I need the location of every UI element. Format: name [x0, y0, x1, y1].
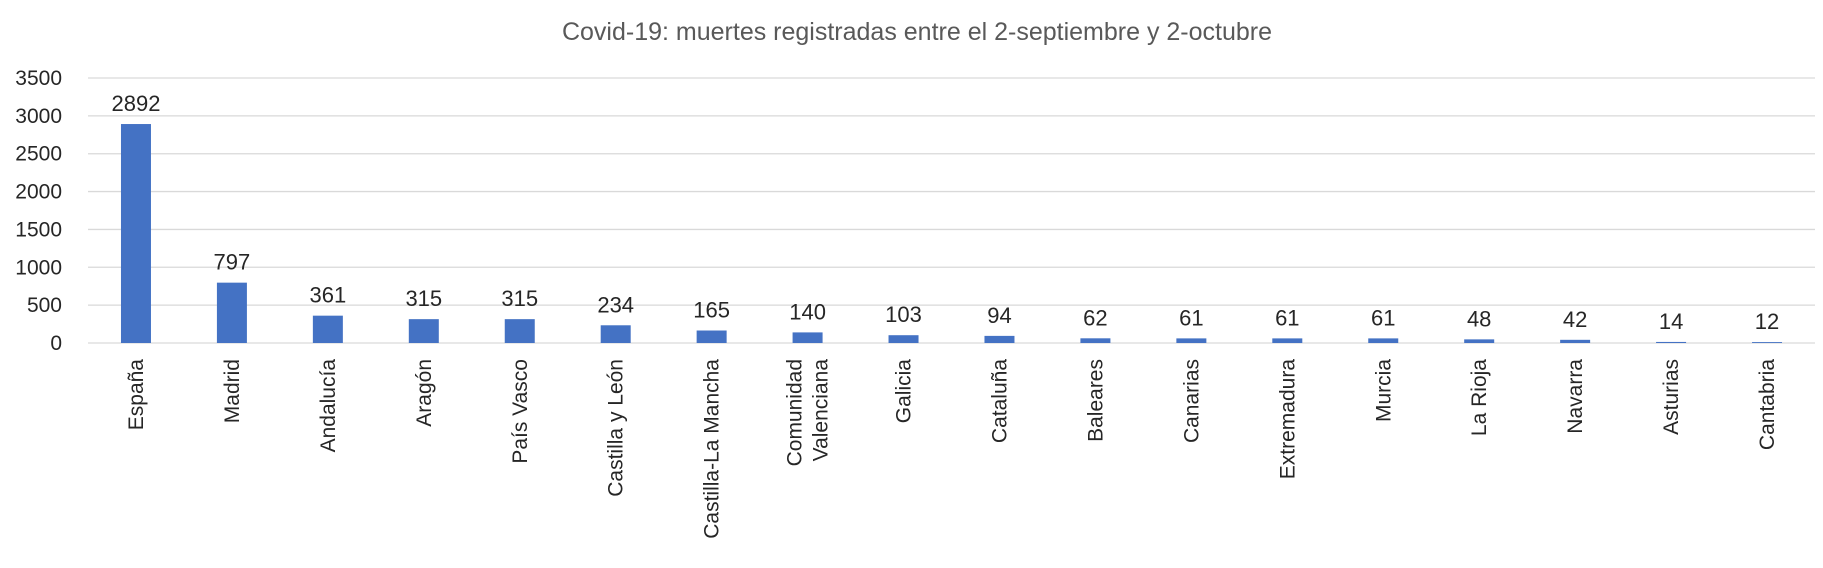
y-axis-ticks: 0 500 1000 1500 2000 2500 3000 3500: [15, 67, 62, 355]
x-tick-label: Canarias: [1180, 359, 1203, 443]
y-tick-label: 3000: [15, 105, 62, 128]
data-label: 2892: [111, 91, 160, 116]
x-tick-label: Cataluña: [988, 359, 1011, 443]
bar: [216, 282, 247, 343]
data-label: 48: [1467, 306, 1491, 331]
data-label: 12: [1755, 309, 1779, 334]
bar: [1464, 339, 1495, 343]
data-label: 62: [1083, 305, 1107, 330]
bars: [120, 124, 1783, 343]
data-label: 165: [693, 298, 730, 323]
x-tick-label: Castilla-La Mancha: [701, 359, 724, 539]
data-label: 315: [501, 286, 538, 311]
bar: [1560, 339, 1591, 343]
x-tick-label: Cantabria: [1756, 359, 1779, 450]
data-label: 61: [1275, 305, 1299, 330]
x-tick-label: Comunidad Valenciana: [784, 359, 833, 467]
bar: [600, 325, 631, 343]
y-tick-label: 2500: [15, 143, 62, 166]
data-labels: 2892 797 361 315 315 234 165 140 103 94 62 61 61 61 48…: [111, 91, 1779, 334]
x-tick-label: Murcia: [1372, 359, 1395, 422]
y-tick-label: 1000: [15, 256, 62, 279]
data-label: 61: [1371, 305, 1395, 330]
x-tick-label: Aragón: [413, 359, 436, 427]
bar: [1176, 338, 1207, 343]
bar: [120, 124, 151, 343]
data-label: 103: [885, 302, 922, 327]
bar: [792, 332, 823, 343]
bar: [1752, 342, 1783, 343]
y-tick-label: 1500: [15, 218, 62, 241]
x-tick-label: España: [125, 359, 148, 431]
x-tick-label: Asturias: [1660, 359, 1683, 435]
x-tick-label: Navarra: [1564, 359, 1587, 434]
x-tick-label: Galicia: [893, 359, 916, 424]
x-tick-label: Baleares: [1084, 359, 1107, 442]
data-label: 61: [1179, 305, 1203, 330]
chart-title: Covid-19: muertes registradas entre el 2…: [562, 18, 1272, 46]
y-tick-label: 0: [50, 332, 62, 355]
x-tick-label: La Rioja: [1468, 359, 1491, 436]
data-label: 94: [987, 303, 1011, 328]
bar: [1656, 341, 1687, 343]
x-tick-label: País Vasco: [509, 359, 532, 464]
bar: [312, 315, 343, 343]
bar: [408, 319, 439, 343]
data-label: 797: [214, 250, 251, 275]
data-label: 234: [597, 292, 634, 317]
bar: [696, 330, 727, 343]
x-tick-label: Andalucía: [317, 359, 340, 453]
data-label: 361: [310, 283, 347, 308]
y-tick-label: 500: [27, 294, 62, 317]
data-label: 14: [1659, 309, 1683, 334]
x-tick-label: Extremadura: [1276, 359, 1299, 480]
bar: [1368, 338, 1399, 343]
bar: [888, 335, 919, 343]
y-tick-label: 3500: [15, 67, 62, 90]
data-label: 140: [789, 299, 826, 324]
y-tick-label: 2000: [15, 181, 62, 204]
x-tick-label: Madrid: [221, 359, 244, 423]
grid-lines: [88, 77, 1815, 344]
data-label: 42: [1563, 307, 1587, 332]
bar: [1080, 338, 1111, 343]
bar: [1272, 338, 1303, 343]
x-tick-label: Castilla y León: [605, 359, 628, 497]
x-axis-ticks: España Madrid Andalucía Aragón País Vasco Cas…: [125, 359, 1779, 539]
bar: [504, 319, 535, 343]
data-label: 315: [405, 286, 442, 311]
bar: [984, 335, 1015, 343]
